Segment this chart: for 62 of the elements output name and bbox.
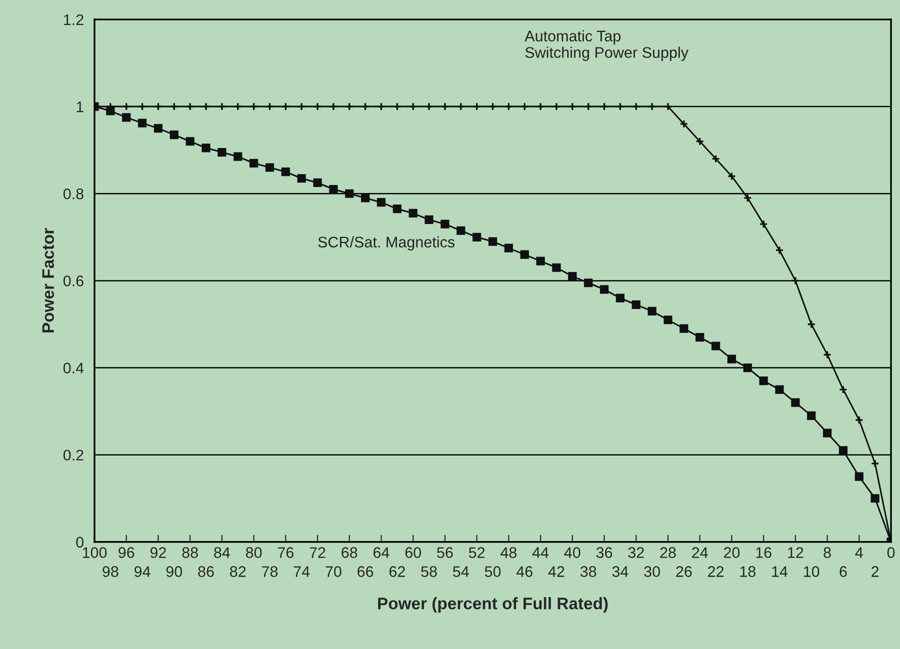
x-tick-label: 8 bbox=[824, 547, 831, 558]
x-axis-title: Power (percent of Full Rated) bbox=[378, 597, 608, 613]
x-tick-label: 100 bbox=[82, 547, 107, 558]
x2-tick-label: 70 bbox=[326, 566, 342, 577]
x-tick-label: 84 bbox=[214, 547, 230, 558]
x2-tick-label: 22 bbox=[708, 566, 724, 577]
x-tick-label: 64 bbox=[374, 547, 390, 558]
y-tick-label: 0.4 bbox=[63, 362, 84, 374]
x-tick-label: 4 bbox=[855, 547, 863, 558]
x2-tick-label: 42 bbox=[548, 566, 564, 577]
x-tick-label: 12 bbox=[788, 547, 804, 558]
x2-tick-label: 2 bbox=[872, 566, 879, 577]
x-tick-label: 40 bbox=[564, 547, 580, 558]
x2-tick-label: 46 bbox=[516, 566, 532, 577]
x-tick-label: 96 bbox=[118, 547, 134, 558]
x2-tick-label: 10 bbox=[804, 566, 820, 577]
x2-tick-label: 74 bbox=[294, 566, 310, 577]
x2-tick-label: 82 bbox=[230, 566, 246, 577]
x2-tick-label: 66 bbox=[358, 566, 374, 577]
x2-tick-label: 6 bbox=[840, 566, 847, 577]
x-tick-label: 88 bbox=[182, 547, 198, 558]
x2-tick-label: 78 bbox=[262, 566, 278, 577]
x-tick-label: 36 bbox=[596, 547, 612, 558]
x2-tick-label: 90 bbox=[166, 566, 182, 577]
x2-tick-label: 58 bbox=[421, 566, 437, 577]
x-tick-label: 72 bbox=[310, 547, 326, 558]
x2-tick-label: 38 bbox=[580, 566, 596, 577]
y-tick-label: 1.2 bbox=[64, 14, 84, 26]
x2-tick-label: 98 bbox=[102, 566, 118, 577]
x2-tick-label: 34 bbox=[612, 566, 628, 577]
x2-tick-label: 30 bbox=[644, 566, 660, 577]
x-tick-label: 16 bbox=[756, 547, 772, 558]
series-label: SCR/Sat. Magnetics bbox=[318, 236, 455, 251]
x-tick-label: 56 bbox=[437, 547, 453, 558]
x-tick-label: 76 bbox=[278, 547, 294, 558]
x-tick-label: 92 bbox=[150, 547, 166, 558]
x-tick-label: 44 bbox=[532, 547, 549, 558]
x-tick-label: 0 bbox=[887, 547, 895, 558]
x-tick-label: 80 bbox=[246, 547, 262, 558]
x2-tick-label: 94 bbox=[134, 566, 150, 577]
x-tick-label: 48 bbox=[500, 547, 517, 558]
x-tick-label: 20 bbox=[724, 547, 740, 558]
y-tick-label: 0.2 bbox=[63, 450, 84, 461]
x-tick-label: 68 bbox=[342, 547, 358, 558]
y-tick-label: 0.8 bbox=[63, 188, 84, 200]
x2-tick-label: 62 bbox=[389, 566, 405, 577]
y-axis-title: Power Factor bbox=[42, 228, 54, 332]
x-tick-label: 52 bbox=[468, 547, 485, 558]
x-tick-label: 28 bbox=[660, 547, 676, 558]
y-tick-label: 0 bbox=[76, 536, 84, 548]
x2-tick-label: 50 bbox=[484, 566, 501, 577]
x2-tick-label: 26 bbox=[676, 566, 692, 577]
text: Automatic Tap Switching Power Supply bbox=[524, 30, 688, 61]
x-tick-label: 32 bbox=[628, 547, 644, 558]
y-tick-label: 1 bbox=[76, 102, 84, 112]
x2-tick-label: 14 bbox=[772, 566, 788, 577]
x-tick-label: 24 bbox=[692, 547, 708, 558]
y-tick-label: 0.6 bbox=[63, 276, 84, 286]
x-tick-label: 60 bbox=[405, 547, 421, 558]
x2-tick-label: 54 bbox=[453, 566, 469, 577]
x2-tick-label: 18 bbox=[740, 566, 756, 577]
x2-tick-label: 86 bbox=[198, 566, 214, 577]
